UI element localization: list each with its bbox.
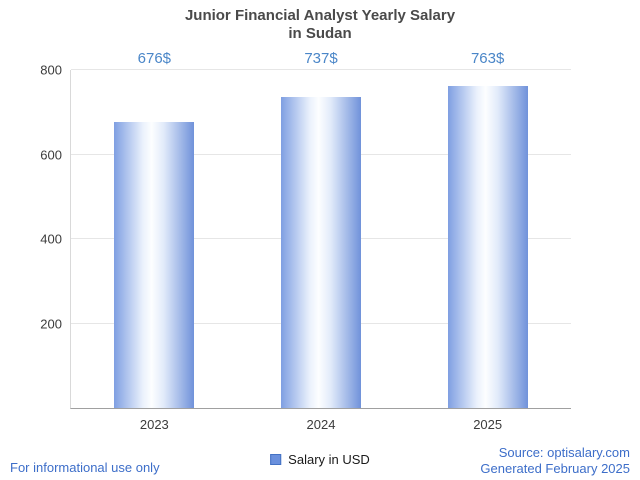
y-tick-label-400: 400 <box>40 231 62 247</box>
y-tick-label-600: 600 <box>40 147 62 162</box>
bar-2023 <box>114 122 195 408</box>
source-block: Source: optisalary.com Generated Februar… <box>480 445 630 477</box>
generated-text: Generated February 2025 <box>480 461 630 476</box>
legend-swatch-icon <box>270 454 282 465</box>
bar-2024 <box>281 96 361 408</box>
chart-title-line2: in Sudan <box>288 25 352 42</box>
y-tick-label-800: 800 <box>40 62 62 78</box>
x-tick-label-2025: 2025 <box>473 417 503 432</box>
value-label-2025: 763$ <box>470 50 505 67</box>
y-tick-label-200: 200 <box>40 316 62 331</box>
x-tick-label-2024: 2024 <box>306 417 336 432</box>
chart-title-line1: Junior Financial Analyst Yearly Salary <box>184 7 456 24</box>
disclaimer-text: For informational use only <box>10 460 160 475</box>
legend-label: Salary in USD <box>288 452 370 467</box>
chart-title: Junior Financial Analyst Yearly Salary i… <box>0 7 640 43</box>
legend: Salary in USD <box>270 452 370 467</box>
gridline-800 <box>71 69 571 70</box>
plot-area: 200 400 600 800 676$ 2023 737$ 2024 763$ 2025 <box>40 50 571 432</box>
value-label-2023: 676$ <box>137 50 172 67</box>
source-text: Source: optisalary.com <box>498 445 630 460</box>
value-label-2024: 737$ <box>304 50 338 67</box>
bar-2025 <box>447 85 528 408</box>
x-tick-label-2023: 2023 <box>139 417 169 432</box>
